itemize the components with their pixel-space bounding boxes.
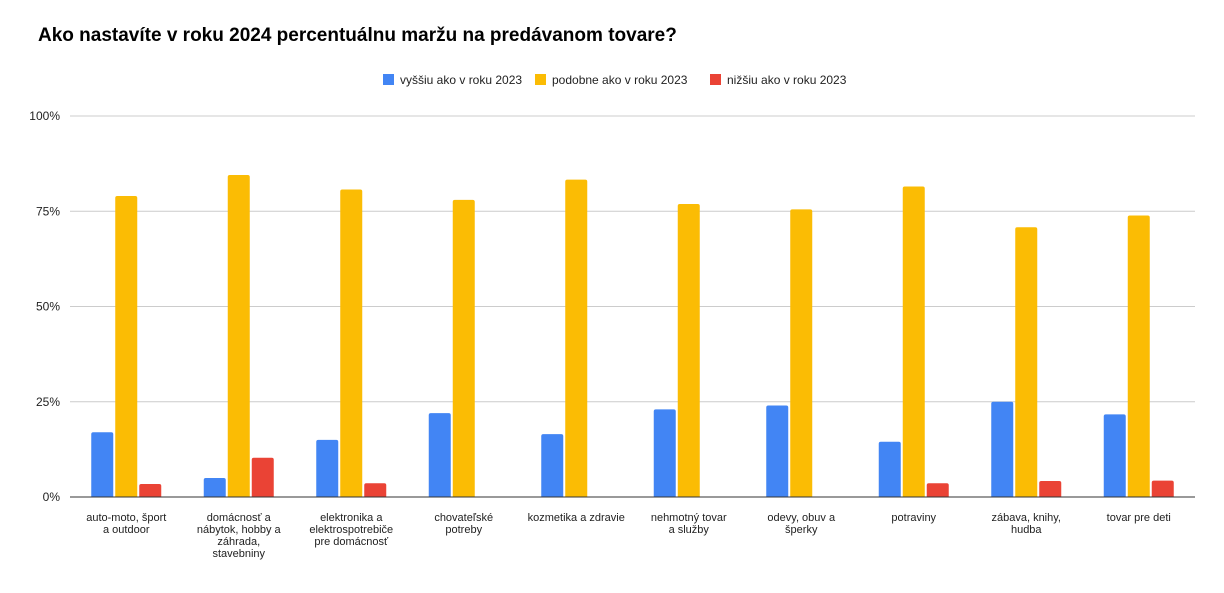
x-tick-label-line: a outdoor: [103, 524, 150, 536]
x-tick-label: elektronika a elektrospotrebiče pre domácn…: [309, 512, 393, 548]
bar: [790, 209, 813, 497]
bar: [1103, 414, 1126, 497]
bar: [251, 457, 274, 497]
legend-label: vyššiu ako v roku 2023: [400, 73, 522, 87]
x-tick-label-line: a služby: [669, 524, 710, 536]
bar: [565, 179, 588, 497]
x-tick-label-line: nehmotný tovar: [651, 512, 727, 524]
bar: [902, 186, 925, 498]
bar: [766, 405, 789, 497]
bar: [1039, 480, 1062, 497]
bar: [316, 439, 339, 497]
x-tick-label-line: tovar pre deti: [1107, 512, 1171, 524]
bar: [541, 434, 564, 497]
y-tick-label: 100%: [29, 109, 60, 123]
legend-swatch: [383, 74, 394, 85]
bar: [91, 432, 114, 497]
x-tick-label: potraviny: [891, 512, 936, 524]
bar: [364, 483, 387, 497]
x-tick-label-line: šperky: [785, 524, 818, 536]
y-tick-label: 25%: [36, 395, 60, 409]
legend-swatch: [535, 74, 546, 85]
bar: [428, 413, 451, 497]
bar: [115, 196, 138, 497]
bar: [340, 189, 363, 497]
x-tick-label-line: nábytok, hobby a: [197, 524, 282, 536]
chart-title: Ako nastavíte v roku 2024 percentuálnu m…: [38, 25, 677, 46]
x-tick-label-line: elektronika a: [320, 512, 383, 524]
x-tick-label: auto-moto, šport a outdoor: [86, 512, 166, 536]
bar: [139, 484, 162, 497]
bar: [653, 409, 676, 497]
bar: [1127, 215, 1150, 498]
x-tick-label-line: auto-moto, šport: [86, 512, 166, 524]
bar: [878, 441, 901, 497]
x-tick-label-line: kozmetika a zdravie: [528, 512, 625, 524]
x-tick-label-line: domácnosť a: [207, 512, 272, 524]
bar: [1015, 227, 1038, 497]
bar: [926, 483, 949, 497]
x-tick-label-line: potreby: [445, 524, 482, 536]
x-tick-label: nehmotný tovar a služby: [651, 512, 727, 536]
bar: [203, 477, 226, 497]
y-tick-label: 75%: [36, 204, 60, 218]
x-tick-label-line: odevy, obuv a: [767, 512, 836, 524]
bar: [1151, 480, 1174, 497]
x-tick-label-line: hudba: [1011, 524, 1042, 536]
legend-label: podobne ako v roku 2023: [552, 73, 688, 87]
x-tick-label-line: potraviny: [891, 512, 936, 524]
bar: [452, 199, 475, 497]
x-tick-label-line: chovateľské: [434, 512, 493, 524]
x-tick-label: kozmetika a zdravie: [528, 512, 625, 524]
x-tick-label-line: záhrada,: [217, 536, 260, 548]
y-tick-label: 50%: [36, 300, 60, 314]
x-tick-label: odevy, obuv a šperky: [767, 512, 836, 536]
x-tick-label-line: zábava, knihy,: [991, 512, 1061, 524]
x-tick-label-line: elektrospotrebiče: [309, 524, 393, 536]
bar: [227, 175, 250, 497]
bar: [991, 401, 1014, 497]
legend-label: nižšiu ako v roku 2023: [727, 73, 847, 87]
x-tick-label-line: stavebniny: [212, 548, 265, 560]
x-tick-label-line: pre domácnosť: [314, 536, 389, 548]
y-tick-label: 0%: [43, 490, 61, 504]
x-tick-label: domácnosť a nábytok, hobby a záhrada, stave…: [197, 512, 282, 560]
legend-swatch: [710, 74, 721, 85]
x-tick-label: zábava, knihy, hudba: [991, 512, 1061, 536]
x-tick-label: chovateľské potreby: [434, 512, 493, 536]
x-tick-label: tovar pre deti: [1107, 512, 1171, 524]
bar: [677, 204, 700, 498]
